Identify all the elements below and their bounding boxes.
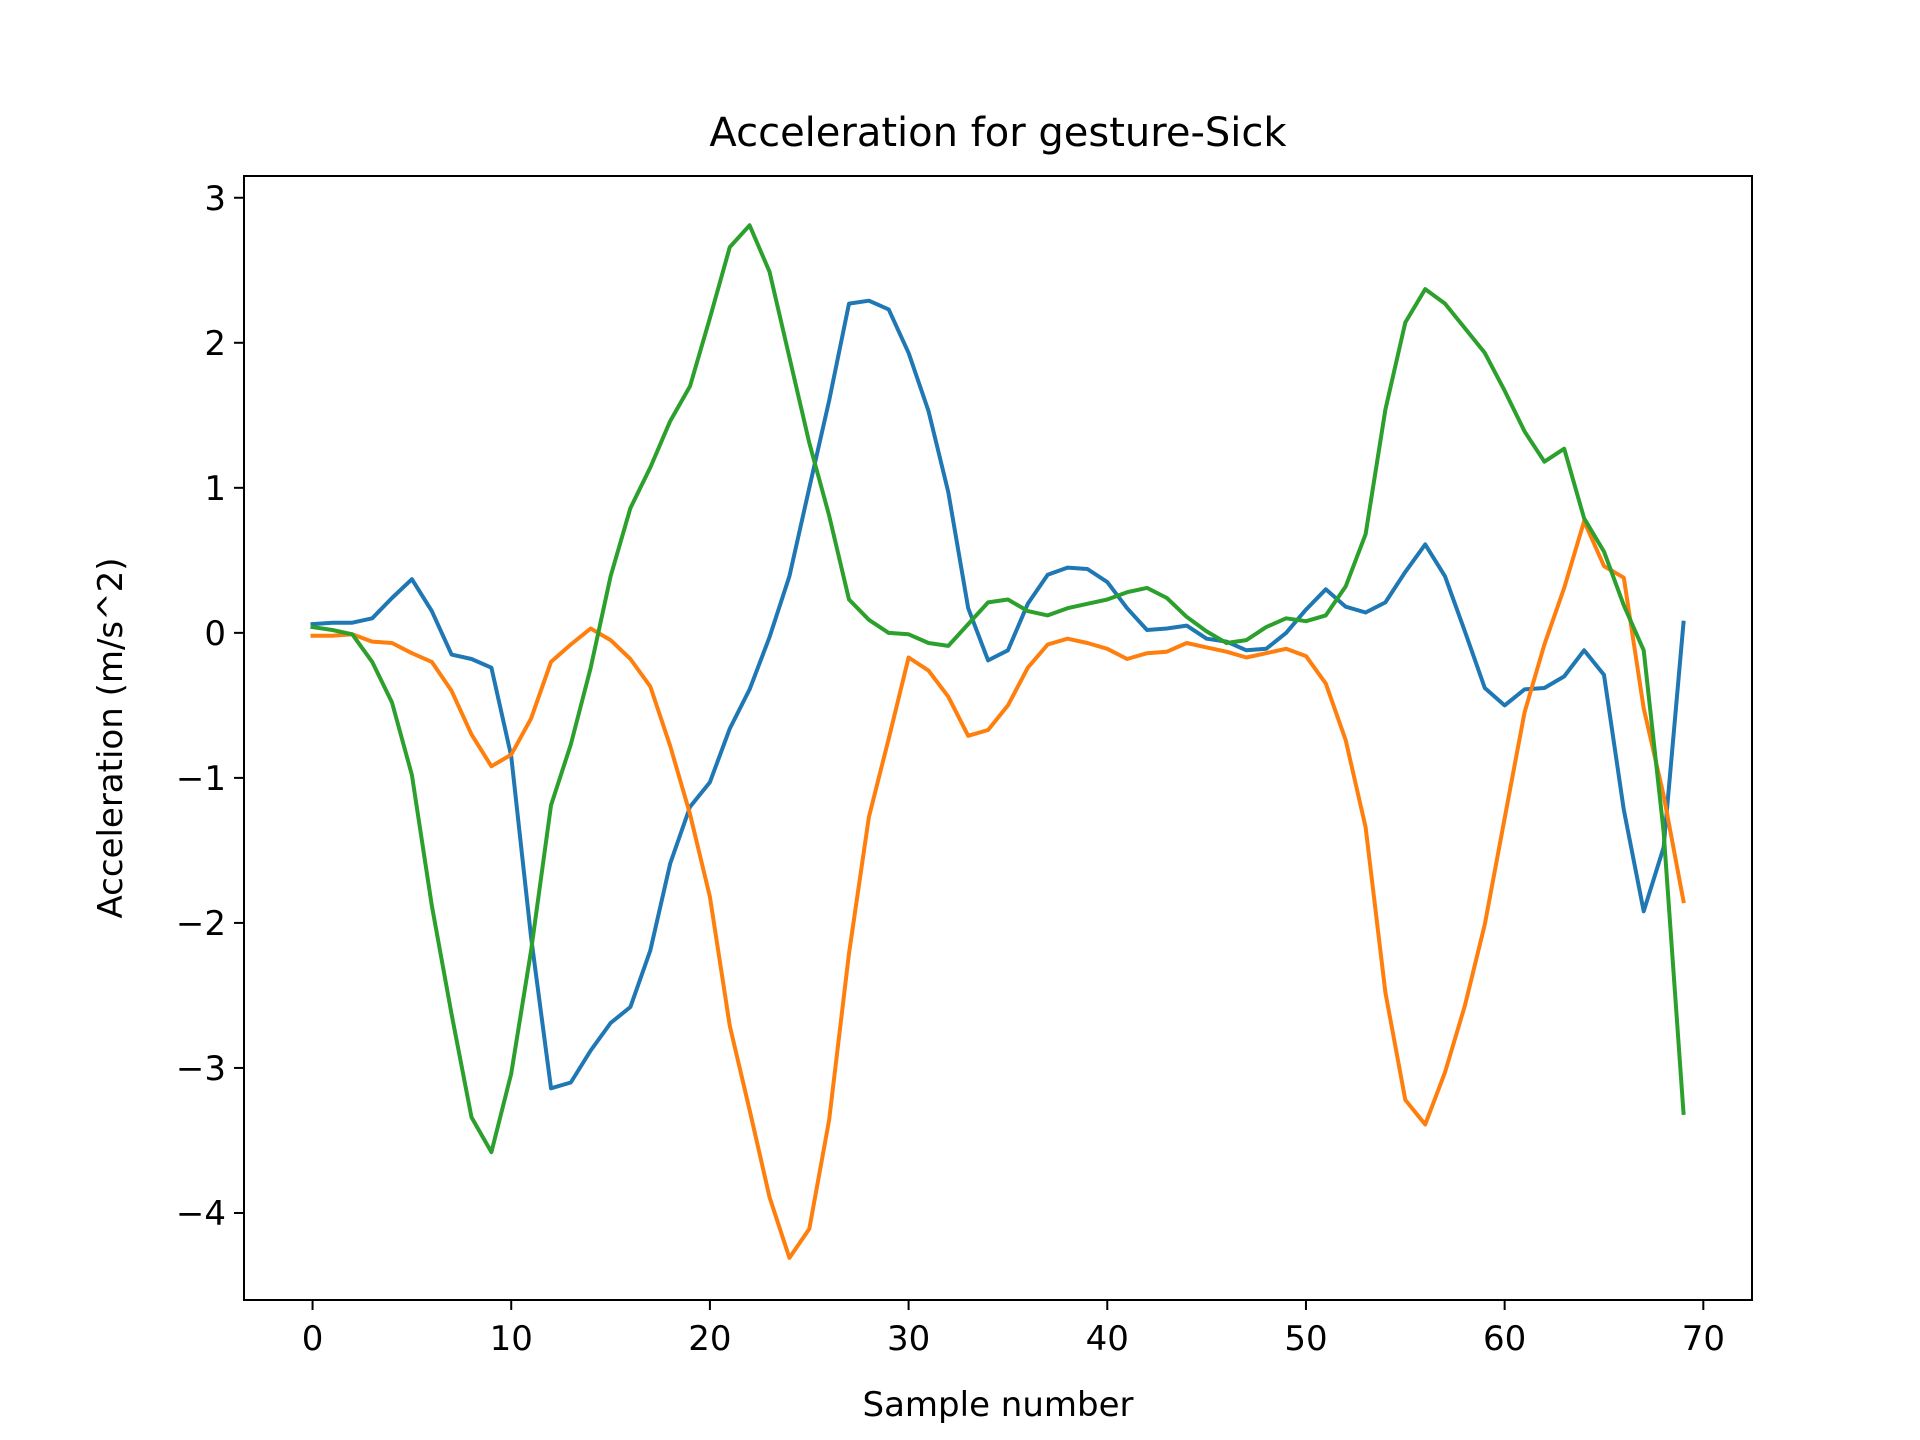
y-tick-label: −4	[176, 1194, 226, 1234]
x-tick-label: 20	[688, 1319, 731, 1359]
x-tick-label: 50	[1284, 1319, 1327, 1359]
y-axis-label: Acceleration (m/s^2)	[91, 557, 131, 918]
y-tick-label: −3	[176, 1049, 226, 1089]
y-tick-label: 1	[204, 469, 226, 509]
series-line-1	[310, 298, 1686, 1091]
y-tick-label: −1	[176, 759, 226, 799]
series-line-2	[310, 519, 1686, 1260]
chart-title: Acceleration for gesture-Sick	[709, 110, 1287, 156]
x-axis-label: Sample number	[863, 1385, 1134, 1425]
series-line-3	[310, 223, 1686, 1155]
x-tick-label: 70	[1682, 1319, 1725, 1359]
plot-area-frame	[243, 175, 1753, 1301]
x-tick-label: 10	[490, 1319, 533, 1359]
y-tick-label: 0	[204, 614, 226, 654]
x-tick-label: 0	[302, 1319, 324, 1359]
x-tick-label: 60	[1483, 1319, 1526, 1359]
y-tick-label: 3	[204, 179, 226, 219]
x-tick-label: 40	[1086, 1319, 1129, 1359]
x-tick-label: 30	[887, 1319, 930, 1359]
y-tick-label: 2	[204, 324, 226, 364]
y-axis: 3 2 1 0 −1 −2 −3 −4	[176, 179, 244, 1234]
x-axis: 0 10 20 30 40 50 60 70	[302, 1300, 1725, 1359]
series-layer	[310, 223, 1686, 1260]
y-tick-label: −2	[176, 904, 226, 944]
